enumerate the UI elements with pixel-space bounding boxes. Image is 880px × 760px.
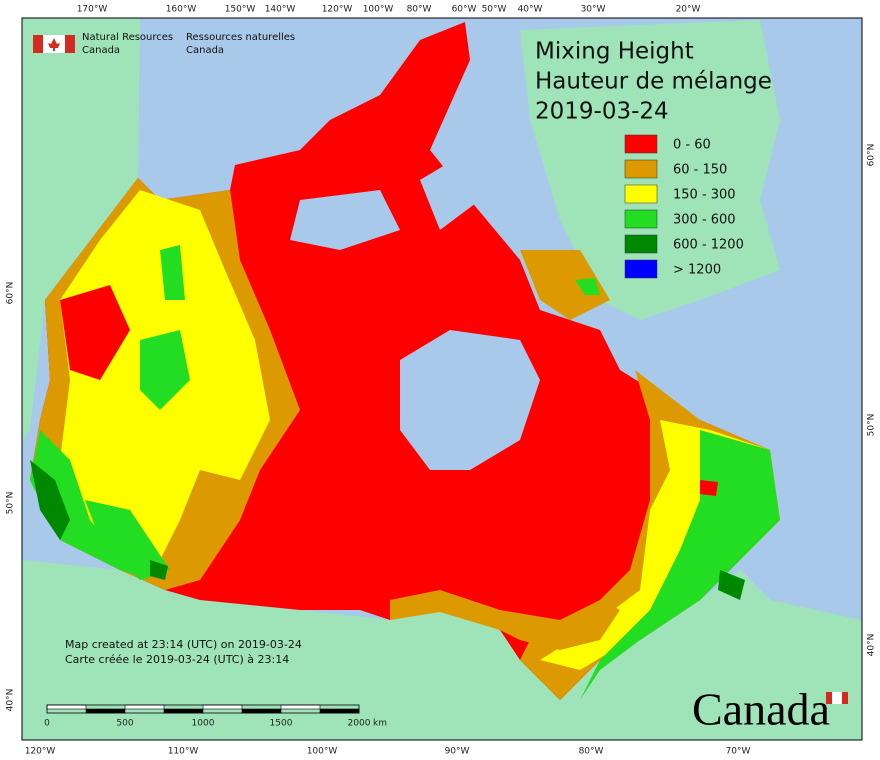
legend-label: 600 - 1200 bbox=[673, 238, 744, 253]
title: 2019-03-24 bbox=[535, 99, 669, 125]
region bbox=[160, 245, 185, 300]
note: Carte créée le 2019-03-24 (UTC) à 23:14 bbox=[65, 653, 289, 666]
region bbox=[60, 285, 130, 380]
scale-segment bbox=[163, 708, 204, 714]
legend-swatch bbox=[624, 259, 658, 279]
title: Mixing Height bbox=[535, 39, 694, 65]
longitude-label: 170°W bbox=[77, 5, 108, 15]
legend-swatch bbox=[624, 184, 658, 204]
longitude-label: 110°W bbox=[168, 747, 199, 757]
org-name: Ressources naturelles bbox=[186, 32, 295, 43]
longitude-label: 40°W bbox=[518, 5, 543, 15]
map-body bbox=[22, 18, 862, 740]
latitude-label: 40°N bbox=[6, 689, 16, 712]
region bbox=[580, 430, 780, 700]
legend-label: 300 - 600 bbox=[673, 213, 736, 228]
scale-unit: km bbox=[373, 719, 387, 729]
longitude-label: 30°W bbox=[581, 5, 606, 15]
latitude-label: 60°N bbox=[6, 282, 16, 305]
region bbox=[575, 278, 600, 295]
region bbox=[520, 250, 610, 320]
title: Hauteur de mélange bbox=[535, 69, 772, 95]
arctic-channel bbox=[420, 150, 480, 230]
legend-swatch bbox=[624, 134, 658, 154]
longitude-label: 150°W bbox=[225, 5, 256, 15]
legend-label: 60 - 150 bbox=[673, 163, 727, 178]
scale-label: 1500 bbox=[270, 719, 293, 729]
latitude-label: 40°N bbox=[867, 634, 877, 657]
longitude-label: 70°W bbox=[726, 747, 751, 757]
legend-swatch bbox=[624, 209, 658, 229]
wordmark: Canada bbox=[692, 684, 830, 735]
legend-label: > 1200 bbox=[673, 263, 721, 278]
arctic-channel bbox=[290, 190, 400, 250]
longitude-label: 160°W bbox=[166, 5, 197, 15]
region bbox=[30, 430, 150, 580]
scale-label: 1000 bbox=[192, 719, 215, 729]
flag bbox=[65, 35, 75, 53]
flag bbox=[48, 38, 60, 51]
scale-segment bbox=[46, 704, 87, 710]
map-frame bbox=[21, 17, 863, 741]
longitude-label: 80°W bbox=[407, 5, 432, 15]
org-name: Canada bbox=[82, 45, 120, 56]
longitude-label: 50°W bbox=[482, 5, 507, 15]
longitude-label: 120°W bbox=[322, 5, 353, 15]
longitude-label: 60°W bbox=[452, 5, 477, 15]
longitude-label: 100°W bbox=[363, 5, 394, 15]
scale-segment bbox=[85, 708, 126, 714]
scale-bar bbox=[46, 704, 360, 714]
scale-segment bbox=[280, 704, 321, 710]
region bbox=[140, 330, 190, 410]
org-name: Natural Resources bbox=[82, 32, 173, 43]
wordmark-flag bbox=[832, 692, 842, 704]
note: Map created at 23:14 (UTC) on 2019-03-24 bbox=[65, 638, 302, 651]
region bbox=[718, 570, 745, 600]
scale-segment bbox=[202, 704, 243, 710]
legend-swatch bbox=[624, 234, 658, 254]
region bbox=[150, 560, 168, 580]
scale-label: 0 bbox=[44, 719, 50, 729]
longitude-label: 100°W bbox=[307, 747, 338, 757]
legend-swatch bbox=[624, 159, 658, 179]
longitude-label: 140°W bbox=[265, 5, 296, 15]
scale-segment bbox=[319, 708, 360, 714]
latitude-label: 50°N bbox=[867, 414, 877, 437]
legend-label: 0 - 60 bbox=[673, 138, 711, 153]
united-states bbox=[22, 560, 862, 740]
longitude-label: 90°W bbox=[445, 747, 470, 757]
latitude-label: 60°N bbox=[867, 144, 877, 167]
region bbox=[30, 460, 70, 540]
scale-label: 2000 bbox=[348, 719, 371, 729]
region bbox=[390, 590, 620, 650]
flag bbox=[33, 35, 43, 53]
region bbox=[85, 500, 170, 580]
region bbox=[700, 480, 718, 496]
hudson-bay bbox=[400, 330, 540, 470]
scale-label: 500 bbox=[116, 719, 133, 729]
longitude-label: 80°W bbox=[579, 747, 604, 757]
legend-label: 150 - 300 bbox=[673, 188, 736, 203]
org-name: Canada bbox=[186, 45, 224, 56]
scale-segment bbox=[124, 704, 165, 710]
longitude-label: 120°W bbox=[25, 747, 56, 757]
alaska bbox=[22, 18, 140, 440]
scale-segment bbox=[241, 708, 282, 714]
longitude-label: 20°W bbox=[676, 5, 701, 15]
latitude-label: 50°N bbox=[6, 492, 16, 515]
